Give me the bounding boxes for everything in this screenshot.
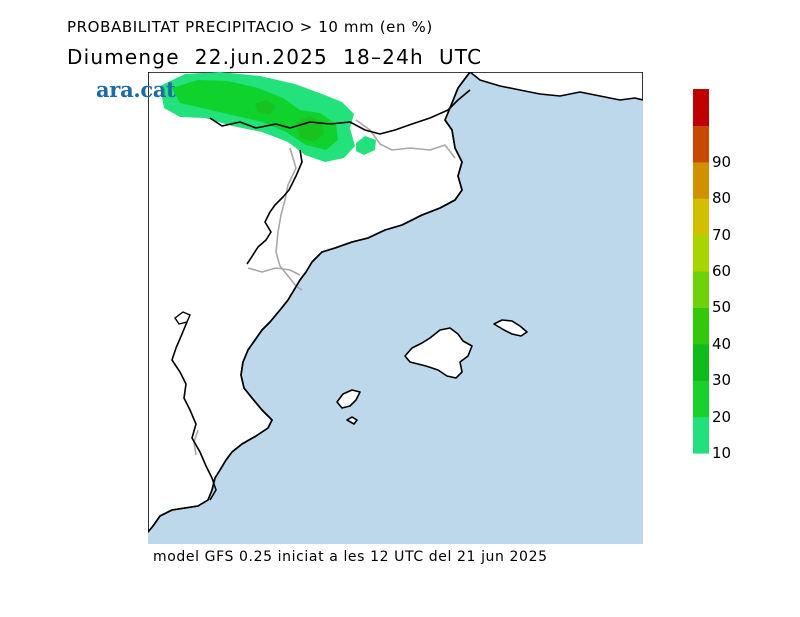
colorbar-bin — [693, 89, 709, 126]
valencia-inner-border — [171, 321, 217, 501]
colorbar-bin — [693, 198, 709, 236]
colorbar-bin — [693, 343, 709, 381]
colorbar-bin — [693, 307, 709, 345]
mallorca-island — [404, 327, 473, 379]
colorbar-tick-label: 90 — [712, 152, 732, 171]
precipitation-contours — [160, 72, 376, 162]
formentera-island — [346, 416, 358, 425]
colorbar-tick-label: 10 — [712, 444, 732, 462]
columbretes-islet — [174, 311, 191, 325]
colorbar-bin — [693, 416, 709, 454]
ara-cat-logo: ara.cat — [96, 77, 176, 102]
ibiza-island — [336, 389, 361, 409]
colorbar-bin — [693, 234, 709, 272]
colorbar-bin — [693, 161, 709, 199]
menorca-island — [493, 319, 528, 337]
colorbar-tick-label: 80 — [712, 189, 732, 208]
pyrenees-border — [209, 89, 471, 135]
france-coast — [469, 72, 643, 101]
colorbar-bin — [693, 271, 709, 308]
colorbar-bin — [693, 380, 709, 418]
precip-area-10pct-small — [356, 136, 376, 155]
colorbar-tick-label: 40 — [712, 334, 732, 353]
colorbar-bin — [693, 125, 709, 163]
map-title: PROBABILITAT PRECIPITACIO > 10 mm (en %) — [67, 18, 433, 36]
colorbar-tick-label: 20 — [712, 407, 732, 426]
aragon-catalonia-spain-internal-boundary — [246, 149, 303, 265]
colorbar-tick-label: 50 — [712, 298, 732, 317]
colorbar-tick-label: 30 — [712, 371, 732, 390]
map-subtitle-date: Diumenge 22.jun.2025 18–24h UTC — [67, 45, 483, 69]
precip-area-30pct-2 — [255, 100, 276, 114]
coastline-outline — [148, 72, 471, 533]
model-info-footer: model GFS 0.25 iniciat a les 12 UTC del … — [153, 549, 548, 565]
precip-area-20pct — [172, 80, 338, 150]
colorbar-tick-label: 70 — [712, 225, 732, 244]
colorbar-tick-label: 60 — [712, 262, 732, 280]
